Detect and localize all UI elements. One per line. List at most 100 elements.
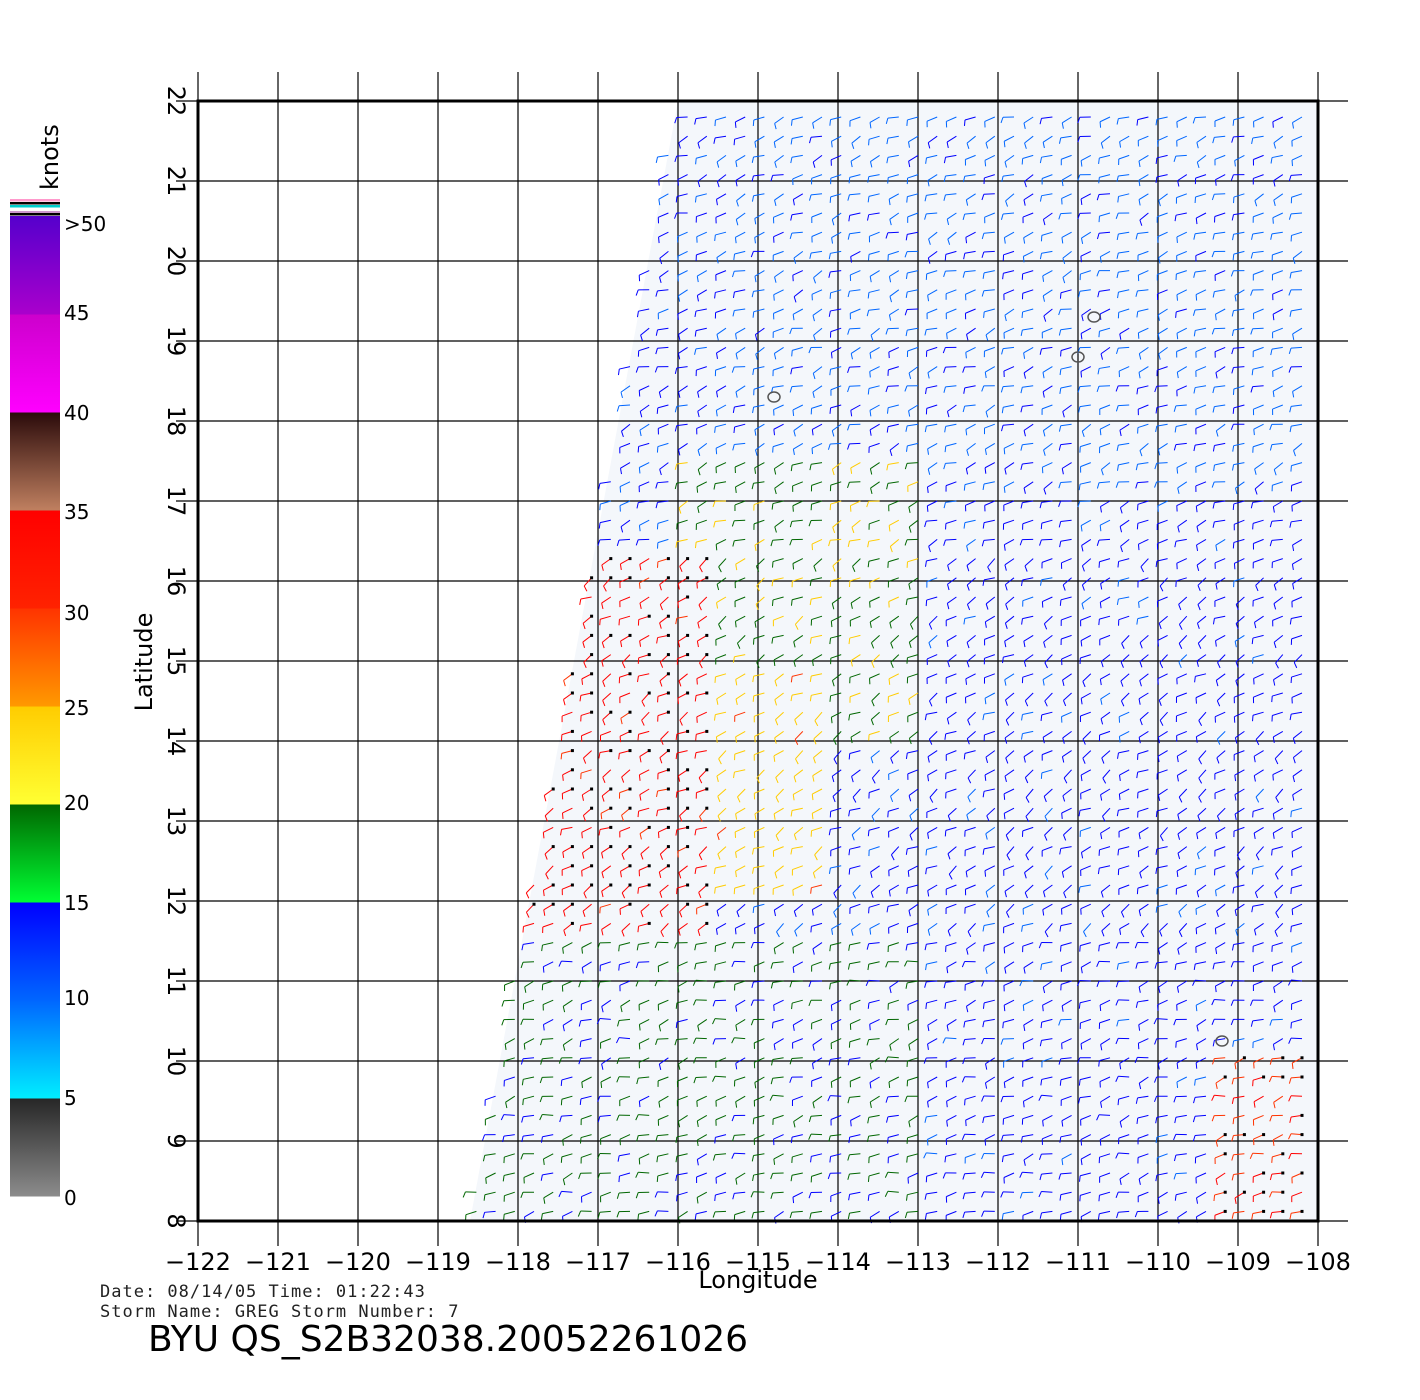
wind-barb-flag [1080,525,1083,532]
wind-barb-flag [850,353,853,360]
wind-barb [639,634,650,642]
wind-barb-flag [1116,272,1119,279]
wind-barb-flag [1000,1038,1004,1045]
wind-barb [1177,846,1188,854]
wind-barb-flag [828,253,831,260]
wind-barb [1137,500,1149,505]
wind-barb [1004,481,1015,488]
wind-barb-flag [1098,177,1100,184]
wind-barb-flag [1062,277,1066,284]
wind-barb-flag [888,678,891,685]
wind-barb-flag [655,290,658,297]
wind-barb-flag [847,194,850,201]
wind-barb-flag [579,695,582,702]
wind-barb [1118,884,1130,890]
wind-barb-flag [808,347,812,354]
wind-barb [1080,1134,1092,1140]
wind-barb-flag [1232,445,1235,452]
wind-barb [1003,1153,1015,1157]
wind-barb [1215,942,1226,949]
wind-barb [964,174,976,177]
wind-barb-flag [1291,1062,1294,1069]
wind-barb [830,500,842,505]
wind-barb-flag [750,251,754,258]
wind-barb-flag [773,353,777,360]
wind-barb-flag [697,142,701,149]
wind-barb [561,750,573,754]
wind-barb-flag [602,700,606,707]
wind-barb [602,769,612,778]
wind-barb [1060,1172,1072,1175]
wind-barb-flag [866,501,870,508]
wind-barb-flag [1215,372,1218,379]
wind-barb-flag [867,963,870,971]
wind-barb-flag [774,699,777,706]
wind-barb [1290,346,1303,349]
wind-barb [1003,788,1015,795]
wind-barb [946,327,957,334]
wind-barb-flag [828,271,831,278]
wind-barb [1042,673,1053,681]
wind-barb [986,903,996,913]
rain-flag [1281,1209,1285,1213]
wind-barb [965,308,976,314]
wind-barb-flag [735,1025,738,1032]
wind-barb [1080,692,1092,699]
wind-barb-flag [754,736,756,743]
wind-barb-flag [985,603,989,610]
wind-barb-flag [675,541,678,548]
wind-barb-flag [1119,774,1121,782]
wind-barb [1121,692,1130,702]
wind-barb-flag [1234,794,1237,801]
wind-barb [561,1153,573,1158]
wind-barb [503,1114,515,1116]
wind-barb [1137,1095,1149,1099]
wind-barb-flag [1176,372,1179,379]
wind-barb [985,615,996,623]
wind-barb [1041,1038,1053,1041]
wind-barb [639,596,650,604]
wind-barb [1042,903,1053,910]
wind-barb [753,385,765,390]
wind-barb [1254,922,1264,930]
wind-barb-flag [947,661,950,668]
wind-barb [774,730,784,739]
wind-barb [1293,443,1303,451]
wind-barb-flag [1289,714,1292,721]
wind-barb-flag [1270,349,1273,356]
wind-barb-flag [1134,1211,1138,1218]
wind-barb-flag [1174,1117,1177,1124]
wind-barb-flag [982,791,985,798]
wind-barb-flag [867,176,870,183]
wind-barb-flag [965,352,967,359]
wind-barb [1291,231,1303,236]
rain-flag [1281,1171,1285,1175]
wind-barb-flag [716,391,719,398]
wind-barb-flag [904,463,908,470]
wind-barb [600,730,611,736]
wind-barb [1079,481,1091,485]
wind-barb-flag [620,526,624,533]
wind-barb [812,942,823,950]
wind-barb-flag [1193,445,1196,452]
wind-barb-flag [600,1081,603,1088]
wind-barb-flag [735,698,738,705]
wind-barb-flag [811,429,814,436]
wind-barb [698,596,708,606]
wind-barb [966,135,976,144]
wind-barb [599,1114,611,1117]
wind-barb [1137,577,1149,582]
wind-barb-flag [1078,406,1081,413]
wind-barb [946,1076,957,1082]
rain-flag [590,845,594,849]
wind-barb [831,423,842,432]
wind-barb-flag [889,1044,892,1051]
wind-barb-flag [752,867,755,874]
wind-barb [734,980,746,986]
wind-barb-flag [1080,256,1082,263]
wind-barb-flag [1235,930,1238,937]
wind-barb-flag [793,257,797,264]
wind-barb [1044,865,1053,875]
wind-barb [542,999,554,1005]
wind-barb [639,577,650,584]
